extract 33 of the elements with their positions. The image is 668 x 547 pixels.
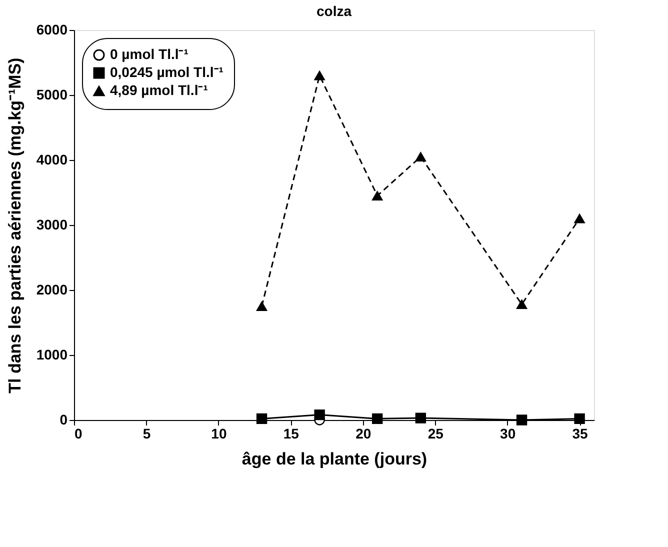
point — [256, 302, 268, 311]
y-tick-label: 4000 — [36, 152, 68, 168]
point — [574, 214, 585, 224]
y-axis-title: Tl dans les parties aériennes (mg.kg⁻¹MS) — [5, 58, 24, 394]
x-tick-label: 5 — [142, 426, 151, 442]
y-tick-label: 1000 — [36, 346, 68, 362]
x-tick-label: 30 — [500, 426, 516, 442]
point — [574, 413, 585, 424]
x-tick-label: 25 — [428, 426, 444, 442]
x-tick-label: 15 — [283, 426, 300, 442]
point — [415, 412, 426, 424]
point — [372, 191, 383, 200]
y-tick-label: 6000 — [36, 22, 68, 38]
point — [256, 413, 268, 424]
y-tick-label: 3000 — [36, 216, 68, 232]
x-axis-title: âge de la plante (jours) — [242, 450, 428, 468]
x-tick-label: 0 — [74, 426, 82, 442]
legend-label: 4,89 µmol Tl.l⁻¹ — [110, 82, 208, 98]
legend-label: 0 µmol Tl.l⁻¹ — [110, 46, 189, 62]
x-tick-label: 10 — [211, 426, 227, 442]
y-tick-label: 0 — [60, 412, 68, 428]
point — [372, 413, 383, 424]
point — [516, 414, 528, 426]
y-tick-label: 2000 — [36, 282, 68, 298]
legend-label: 0,0245 µmol Tl.l⁻¹ — [110, 64, 224, 80]
y-tick-label: 5000 — [36, 86, 68, 102]
x-tick-label: 35 — [572, 426, 588, 442]
point — [415, 152, 426, 162]
point — [314, 409, 325, 420]
point — [314, 70, 325, 80]
point — [516, 300, 528, 310]
x-tick-label: 20 — [356, 426, 372, 442]
chart-title: colza — [316, 3, 352, 19]
